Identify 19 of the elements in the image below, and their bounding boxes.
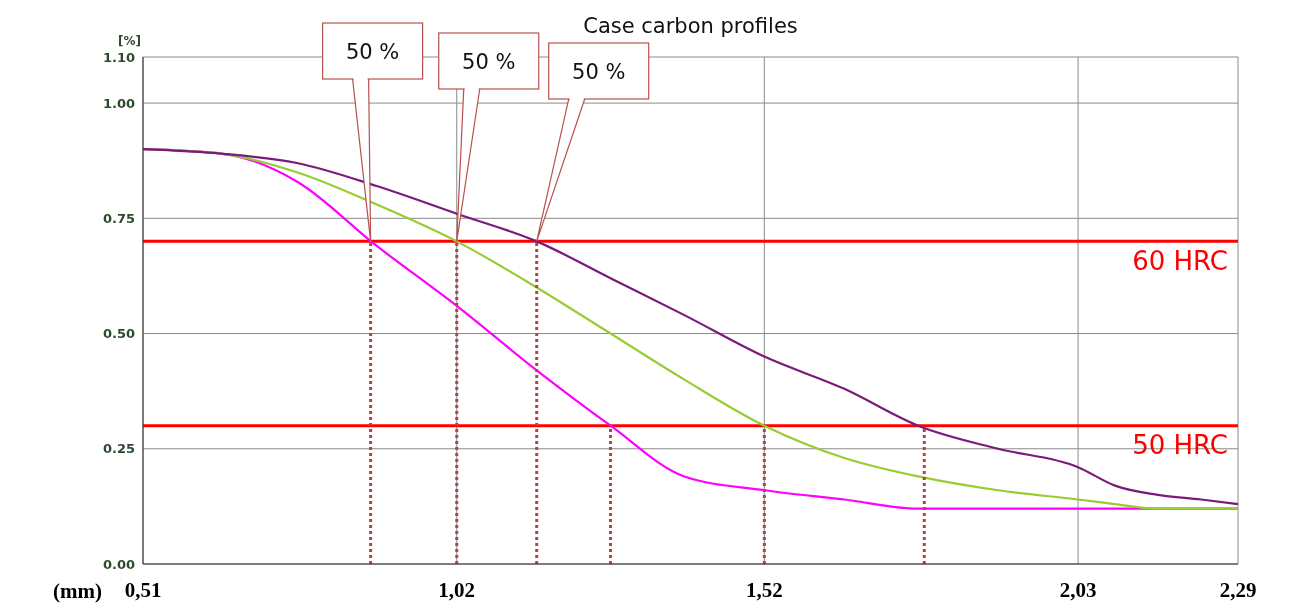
y-tick-label: 0.00 [102, 556, 135, 572]
ref-line-label: 60 HRC [1132, 245, 1228, 276]
x-tick-label: 2,29 [1219, 577, 1257, 602]
chart-title: Case carbon profiles [582, 14, 799, 38]
x-tick-label: 1,02 [438, 577, 476, 602]
annotation: 50 % [462, 50, 516, 74]
y-tick-label: 0.75 [102, 210, 135, 226]
y-tick-label: 0.50 [102, 326, 135, 342]
annotation: 50 % [572, 60, 626, 84]
y-tick-label: 0.25 [102, 441, 135, 457]
y-tick-label: 1.00 [102, 95, 135, 111]
y-axis-title: [%] [118, 34, 141, 48]
annotation: 50 % [345, 40, 400, 64]
y-tick-label: 1.10 [102, 49, 135, 65]
x-tick-label: 1,52 [745, 577, 783, 602]
x-tick-label: 2,03 [1059, 577, 1097, 602]
ref-line-label: 50 HRC [1132, 430, 1228, 461]
x-axis-title: (mm) [53, 579, 102, 603]
x-tick-label: 0,51 [124, 577, 162, 602]
